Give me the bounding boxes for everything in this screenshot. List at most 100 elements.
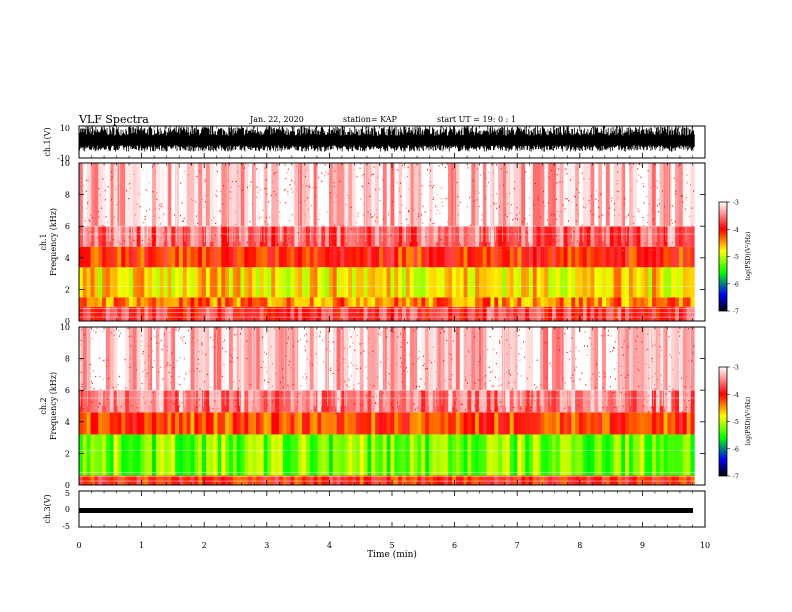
spectro-speckle	[577, 213, 579, 215]
spectro-cell	[390, 297, 395, 307]
spectro-speckle	[222, 411, 223, 413]
spectro-cell	[136, 412, 141, 435]
spectro-speckle	[500, 221, 502, 223]
spectro-cell	[571, 412, 576, 435]
spectro-cell	[621, 163, 626, 227]
spectro-speckle	[575, 220, 577, 222]
spectro-speckle	[167, 399, 169, 401]
ch1-freq-ylabel-top: ch.1	[39, 233, 48, 250]
spectro-speckle	[555, 218, 557, 220]
spectro-cell	[452, 297, 457, 307]
spectro-cell	[421, 412, 426, 435]
spectro-speckle	[611, 412, 613, 414]
spectro-cell	[471, 267, 476, 298]
spectro-cell	[144, 475, 149, 485]
spectro-speckle	[581, 372, 583, 374]
spectro-speckle	[669, 354, 671, 356]
spectro-cell	[159, 390, 164, 413]
spectro-speckle	[80, 371, 82, 374]
spectro-cell	[509, 390, 514, 413]
spectro-cell	[386, 306, 391, 321]
spectro-speckle	[688, 328, 690, 330]
spectro-speckle	[94, 163, 96, 165]
spectro-speckle	[543, 342, 545, 344]
spectro-cell	[482, 390, 487, 413]
spectro-cell	[409, 434, 414, 476]
spectro-cell	[644, 246, 649, 268]
spectro-speckle	[684, 400, 686, 402]
spectro-speckle	[273, 328, 275, 330]
spectro-speckle	[591, 395, 593, 397]
spectro-streak	[529, 327, 531, 406]
spectro-speckle	[485, 375, 487, 377]
spectro-cell	[555, 246, 561, 268]
spectro-cell	[175, 434, 180, 476]
spectro-speckle	[448, 352, 450, 355]
spectro-cell	[113, 412, 118, 435]
spectro-streak	[437, 163, 439, 242]
spectro-speckle	[490, 205, 492, 207]
spectro-speckle	[251, 203, 253, 205]
spectro-cell	[113, 475, 118, 485]
spectro-speckle	[663, 410, 665, 412]
spectro-cell	[129, 475, 134, 485]
spectro-streak	[346, 163, 347, 242]
spectro-speckle	[110, 199, 112, 201]
spectro-streak	[147, 163, 148, 242]
spectro-speckle	[429, 224, 431, 226]
spectro-cell	[575, 226, 580, 247]
spectro-cell	[686, 475, 691, 485]
spectro-speckle	[588, 237, 589, 240]
spectro-cell	[294, 306, 299, 321]
spectro-cell	[590, 267, 595, 298]
spectro-speckle	[152, 366, 154, 368]
spectro-cell	[563, 475, 568, 485]
spectro-speckle	[162, 232, 164, 234]
spectro-cell	[232, 390, 237, 413]
spectro-speckle	[424, 383, 426, 385]
spectro-cell	[209, 475, 214, 485]
spectro-speckle	[680, 195, 682, 197]
spectro-speckle	[141, 341, 143, 343]
spectro-speckle	[636, 356, 638, 358]
colorbar-tick-label: -7	[733, 474, 739, 481]
spectro-cell	[413, 226, 418, 247]
spectro-speckle	[668, 335, 670, 338]
spectro-speckle	[306, 197, 308, 199]
spectro-cell	[532, 306, 537, 321]
spectro-speckle	[570, 235, 572, 237]
spectro-cell	[155, 412, 161, 435]
spectro-streak	[404, 163, 406, 242]
spectro-streak	[459, 163, 460, 242]
spectro-streak	[568, 327, 569, 406]
spectro-cell	[221, 475, 226, 485]
spectro-speckle	[98, 402, 100, 404]
spectro-cell	[217, 412, 222, 435]
spectro-cell	[209, 267, 214, 298]
spectro-cell	[228, 434, 234, 476]
spectro-cell	[136, 390, 141, 413]
spectro-cell	[313, 163, 318, 227]
spectro-cell	[659, 412, 664, 435]
spectro-speckle	[304, 335, 306, 337]
spectro-streak	[102, 327, 104, 406]
spectro-streak	[255, 327, 257, 406]
spectro-speckle	[223, 341, 225, 343]
spectro-cell	[405, 434, 411, 476]
spectro-speckle	[107, 186, 109, 188]
spectro-cell	[248, 246, 253, 268]
spectro-streak	[227, 163, 228, 242]
spectro-streak	[239, 327, 240, 406]
spectro-speckle	[452, 340, 454, 342]
spectro-speckle	[655, 391, 657, 393]
spectro-speckle	[353, 403, 355, 405]
spectro-cell	[463, 327, 468, 391]
spectro-cell	[644, 390, 649, 413]
spectro-cell	[563, 327, 568, 391]
spectro-speckle	[327, 331, 329, 333]
spectro-cell	[571, 226, 576, 247]
spectro-speckle	[191, 384, 193, 386]
spectro-speckle	[503, 210, 505, 212]
spectro-speckle	[185, 342, 186, 344]
spectro-cell	[536, 412, 541, 435]
